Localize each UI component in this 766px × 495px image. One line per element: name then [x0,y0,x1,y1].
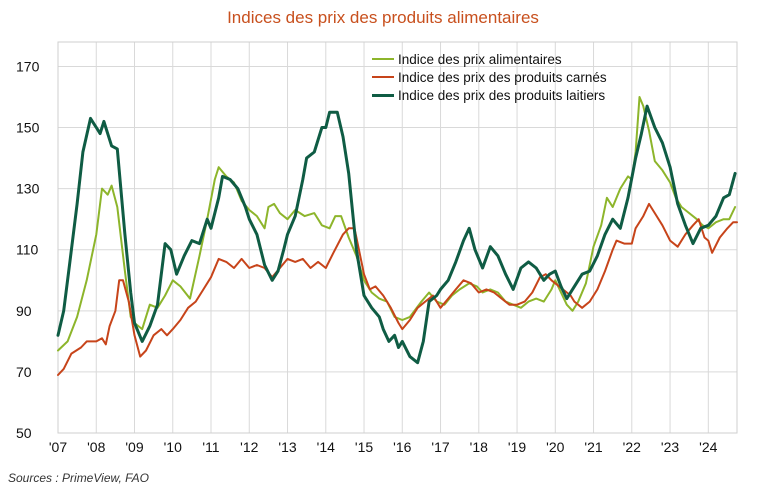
x-tick-label: '24 [699,439,717,455]
x-tick-label: '17 [431,439,449,455]
series-line-1 [57,202,738,376]
x-tick-label: '18 [470,439,488,455]
series-line-0 [57,96,737,352]
x-tick-label: '19 [508,439,526,455]
legend-item-laitiers: Indice des prix des produits laitiers [372,86,607,104]
x-axis: '07 '08 '09 '10 '11 '12 '13 '14 '15 '16 '17 '18 '19 '… [49,439,718,455]
x-tick-label: '11 [202,439,219,455]
x-tick-label: '08 [87,439,105,455]
gridlines [57,41,738,434]
source-note: Sources : PrimeView, FAO [8,471,149,485]
y-tick-label: 150 [16,120,40,136]
chart-title: Indices des prix des produits alimentair… [227,8,539,27]
legend: Indice des prix alimentaires Indice des … [372,50,607,104]
x-tick-label: '21 [584,439,602,455]
legend-swatch [372,76,394,78]
legend-label: Indice des prix alimentaires [398,51,562,67]
y-axis: 50 70 90 110 130 150 170 [16,58,40,441]
y-tick-label: 130 [16,181,40,197]
y-tick-label: 110 [16,242,39,258]
series-lines [56,96,738,376]
legend-item-carnes: Indice des prix des produits carnés [372,68,607,86]
y-tick-label: 70 [16,364,32,380]
legend-swatch [372,58,394,60]
y-tick-label: 90 [16,303,32,319]
y-tick-label: 50 [16,425,32,441]
legend-item-alimentaires: Indice des prix alimentaires [372,50,607,68]
plot-frame [57,41,738,434]
x-tick-label: '15 [355,439,373,455]
x-tick-label: '10 [164,439,182,455]
x-tick-label: '09 [125,439,143,455]
legend-swatch [372,93,394,97]
x-tick-label: '23 [661,439,679,455]
x-tick-label: '14 [317,439,335,455]
series-line-2 [56,104,737,365]
legend-label: Indice des prix des produits carnés [398,69,607,85]
legend-label: Indice des prix des produits laitiers [398,87,606,103]
y-tick-label: 170 [16,58,40,74]
x-tick-label: '13 [278,439,296,455]
x-tick-label: '12 [240,439,258,455]
x-tick-label: '22 [623,439,641,455]
x-tick-label: '20 [546,439,564,455]
x-tick-label: '07 [49,439,67,455]
x-tick-label: '16 [393,439,411,455]
